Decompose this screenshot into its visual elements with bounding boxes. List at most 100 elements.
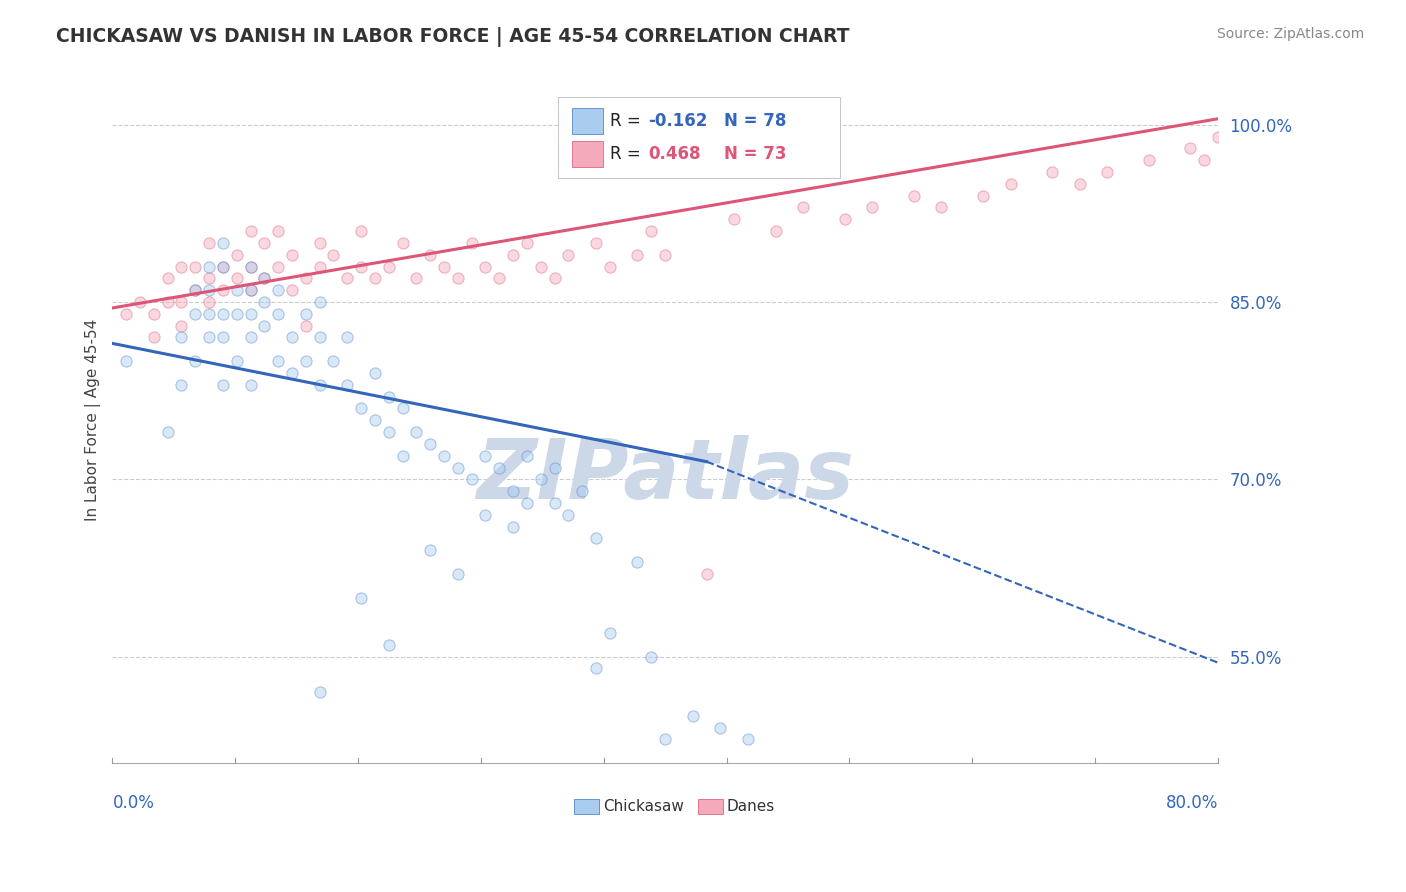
Point (405, 425, 427, 439)
Point (239, 224, 262, 238)
Point (419, 437, 441, 451)
Point (239, 377, 262, 392)
Point (419, 248, 441, 262)
Point (184, 283, 207, 297)
Point (212, 235, 235, 250)
Text: -0.162: -0.162 (648, 112, 707, 129)
Point (253, 271, 276, 285)
Point (184, 260, 207, 274)
Point (115, 354, 138, 368)
Point (433, 260, 456, 274)
Point (281, 283, 304, 297)
Point (530, 472, 553, 486)
Point (364, 413, 387, 427)
Point (295, 354, 318, 368)
Point (253, 295, 276, 310)
Point (585, 532, 607, 546)
Point (198, 271, 221, 285)
Point (253, 318, 276, 333)
Point (860, 201, 883, 215)
Point (267, 260, 290, 274)
Point (308, 377, 330, 392)
Point (488, 271, 510, 285)
Point (115, 307, 138, 321)
Point (184, 283, 207, 297)
Point (198, 235, 221, 250)
Point (1206, 129, 1229, 144)
Point (267, 354, 290, 368)
Point (723, 212, 745, 227)
Point (502, 248, 524, 262)
Point (931, 201, 953, 215)
Point (308, 260, 330, 274)
Point (640, 224, 662, 238)
Text: N = 78: N = 78 (724, 112, 786, 129)
Point (654, 732, 676, 747)
Point (308, 295, 330, 310)
Bar (575, 799, 599, 814)
Point (142, 330, 165, 344)
Point (709, 721, 731, 735)
Point (557, 248, 579, 262)
Point (737, 732, 759, 747)
Point (654, 248, 676, 262)
Point (198, 260, 221, 274)
Point (474, 449, 496, 463)
Point (336, 271, 359, 285)
Point (502, 519, 524, 533)
Point (599, 626, 621, 640)
Point (972, 188, 994, 202)
Point (377, 390, 399, 404)
Point (336, 330, 359, 344)
Point (460, 472, 482, 486)
Point (1069, 177, 1091, 191)
Point (212, 260, 235, 274)
Point (198, 307, 221, 321)
Point (322, 248, 344, 262)
Point (488, 460, 510, 475)
Point (696, 566, 718, 581)
Point (225, 283, 247, 297)
Point (129, 295, 152, 310)
Point (626, 248, 648, 262)
Point (516, 449, 538, 463)
Point (281, 330, 304, 344)
Point (295, 307, 318, 321)
Point (502, 484, 524, 499)
Point (377, 260, 399, 274)
Point (295, 318, 318, 333)
Point (557, 508, 579, 522)
Point (156, 295, 179, 310)
Text: ZIPatlas: ZIPatlas (477, 434, 853, 516)
Point (239, 283, 262, 297)
Point (156, 271, 179, 285)
Point (198, 330, 221, 344)
Point (1000, 177, 1022, 191)
Point (377, 425, 399, 439)
Point (267, 283, 290, 297)
Point (543, 496, 565, 510)
Text: 0.0%: 0.0% (112, 794, 155, 812)
Point (585, 235, 607, 250)
Bar (699, 799, 723, 814)
Point (419, 543, 441, 558)
Text: CHICKASAW VS DANISH IN LABOR FORCE | AGE 45-54 CORRELATION CHART: CHICKASAW VS DANISH IN LABOR FORCE | AGE… (56, 27, 849, 46)
Point (336, 377, 359, 392)
Text: 80.0%: 80.0% (1166, 794, 1218, 812)
Point (212, 330, 235, 344)
Text: Source: ZipAtlas.com: Source: ZipAtlas.com (1216, 27, 1364, 41)
Point (308, 235, 330, 250)
Point (433, 449, 456, 463)
FancyBboxPatch shape (558, 97, 839, 178)
Text: R =: R = (610, 145, 645, 162)
Point (184, 307, 207, 321)
Point (792, 201, 814, 215)
Point (170, 377, 193, 392)
Point (281, 366, 304, 380)
Point (391, 401, 413, 416)
Point (225, 354, 247, 368)
Point (295, 271, 318, 285)
Point (447, 460, 470, 475)
Bar (572, 141, 603, 167)
Point (1137, 153, 1160, 168)
